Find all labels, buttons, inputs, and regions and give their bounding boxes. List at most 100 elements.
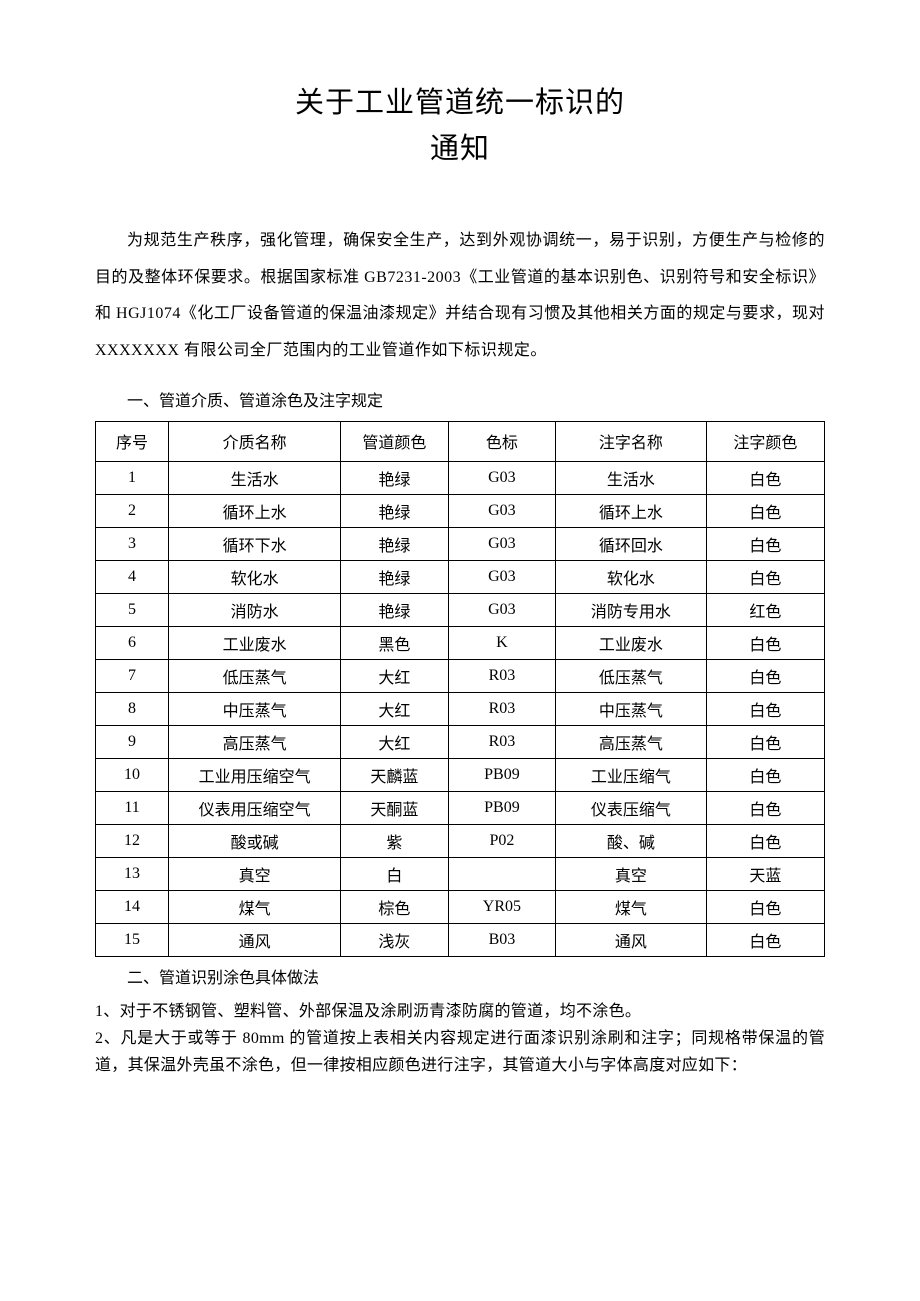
section-2-heading: 二、管道识别涂色具体做法 (127, 965, 825, 994)
table-cell: K (448, 626, 556, 659)
table-cell: 循环上水 (556, 494, 707, 527)
table-cell: 白色 (706, 890, 824, 923)
table-cell: 低压蒸气 (556, 659, 707, 692)
table-header-row: 序号 介质名称 管道颜色 色标 注字名称 注字颜色 (96, 421, 825, 461)
table-cell: 真空 (169, 857, 341, 890)
table-cell: 白色 (706, 758, 824, 791)
table-cell: 3 (96, 527, 169, 560)
table-cell: 工业废水 (169, 626, 341, 659)
table-cell: 循环回水 (556, 527, 707, 560)
table-row: 1生活水艳绿G03生活水白色 (96, 461, 825, 494)
table-cell: 白色 (706, 626, 824, 659)
table-cell: G03 (448, 560, 556, 593)
table-row: 14煤气棕色YR05煤气白色 (96, 890, 825, 923)
pipe-color-table: 序号 介质名称 管道颜色 色标 注字名称 注字颜色 1生活水艳绿G03生活水白色… (95, 421, 825, 957)
table-cell: G03 (448, 494, 556, 527)
col-header-index: 序号 (96, 421, 169, 461)
col-header-color-code: 色标 (448, 421, 556, 461)
table-cell: 软化水 (556, 560, 707, 593)
table-cell: 白色 (706, 527, 824, 560)
table-cell: 白色 (706, 692, 824, 725)
table-cell: 消防水 (169, 593, 341, 626)
table-cell: 通风 (556, 923, 707, 956)
table-cell: 14 (96, 890, 169, 923)
table-cell: 9 (96, 725, 169, 758)
table-cell: 软化水 (169, 560, 341, 593)
table-cell: 酸或碱 (169, 824, 341, 857)
table-cell: 浅灰 (341, 923, 449, 956)
table-cell: 生活水 (169, 461, 341, 494)
table-cell: 煤气 (556, 890, 707, 923)
table-cell: 白色 (706, 824, 824, 857)
table-cell: 白色 (706, 494, 824, 527)
table-row: 15通风浅灰B03通风白色 (96, 923, 825, 956)
table-cell: 大红 (341, 692, 449, 725)
table-cell: 12 (96, 824, 169, 857)
table-cell: 艳绿 (341, 494, 449, 527)
col-header-medium: 介质名称 (169, 421, 341, 461)
table-row: 11仪表用压缩空气天酮蓝PB09仪表压缩气白色 (96, 791, 825, 824)
table-row: 5消防水艳绿G03消防专用水红色 (96, 593, 825, 626)
title-line-2: 通知 (95, 126, 825, 172)
table-cell: 4 (96, 560, 169, 593)
table-cell: 白色 (706, 461, 824, 494)
table-cell: 白 (341, 857, 449, 890)
table-body: 1生活水艳绿G03生活水白色2循环上水艳绿G03循环上水白色3循环下水艳绿G03… (96, 461, 825, 956)
table-cell: 酸、碱 (556, 824, 707, 857)
table-row: 12酸或碱紫P02酸、碱白色 (96, 824, 825, 857)
col-header-label-color: 注字颜色 (706, 421, 824, 461)
table-cell: 煤气 (169, 890, 341, 923)
table-row: 9高压蒸气大红R03高压蒸气白色 (96, 725, 825, 758)
table-cell: 10 (96, 758, 169, 791)
table-cell: 艳绿 (341, 560, 449, 593)
table-cell (448, 857, 556, 890)
table-cell: 循环下水 (169, 527, 341, 560)
table-cell: 中压蒸气 (169, 692, 341, 725)
table-cell: G03 (448, 527, 556, 560)
table-cell: 白色 (706, 923, 824, 956)
table-cell: 通风 (169, 923, 341, 956)
table-cell: 1 (96, 461, 169, 494)
table-cell: 大红 (341, 725, 449, 758)
section-1-heading: 一、管道介质、管道涂色及注字规定 (127, 388, 825, 417)
table-cell: 2 (96, 494, 169, 527)
table-cell: 艳绿 (341, 461, 449, 494)
table-cell: 真空 (556, 857, 707, 890)
table-cell: PB09 (448, 791, 556, 824)
title-line-1: 关于工业管道统一标识的 (95, 80, 825, 126)
table-row: 6工业废水黑色K工业废水白色 (96, 626, 825, 659)
table-cell: 7 (96, 659, 169, 692)
table-cell: 5 (96, 593, 169, 626)
table-cell: 循环上水 (169, 494, 341, 527)
table-cell: 8 (96, 692, 169, 725)
table-cell: 艳绿 (341, 527, 449, 560)
table-cell: 生活水 (556, 461, 707, 494)
table-cell: R03 (448, 692, 556, 725)
table-cell: YR05 (448, 890, 556, 923)
document-title: 关于工业管道统一标识的 通知 (95, 80, 825, 173)
table-cell: 6 (96, 626, 169, 659)
table-cell: 中压蒸气 (556, 692, 707, 725)
table-cell: 工业用压缩空气 (169, 758, 341, 791)
table-cell: 天麟蓝 (341, 758, 449, 791)
table-cell: 白色 (706, 560, 824, 593)
table-cell: 15 (96, 923, 169, 956)
table-cell: 工业压缩气 (556, 758, 707, 791)
table-cell: 低压蒸气 (169, 659, 341, 692)
table-row: 10工业用压缩空气天麟蓝PB09工业压缩气白色 (96, 758, 825, 791)
table-cell: 11 (96, 791, 169, 824)
table-cell: 白色 (706, 791, 824, 824)
table-cell: 白色 (706, 659, 824, 692)
table-cell: 红色 (706, 593, 824, 626)
table-cell: 天酮蓝 (341, 791, 449, 824)
table-cell: 黑色 (341, 626, 449, 659)
table-row: 4软化水艳绿G03软化水白色 (96, 560, 825, 593)
table-cell: 紫 (341, 824, 449, 857)
table-cell: G03 (448, 461, 556, 494)
table-cell: R03 (448, 659, 556, 692)
col-header-pipe-color: 管道颜色 (341, 421, 449, 461)
col-header-label-name: 注字名称 (556, 421, 707, 461)
table-cell: 消防专用水 (556, 593, 707, 626)
table-cell: 高压蒸气 (169, 725, 341, 758)
table-cell: 13 (96, 857, 169, 890)
